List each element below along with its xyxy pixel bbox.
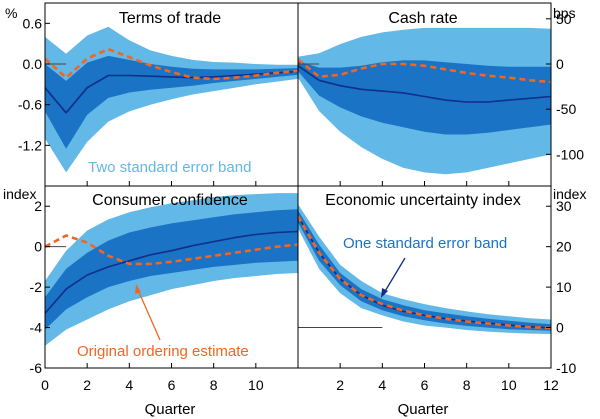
- xtick-label-left-3: 6: [168, 377, 176, 393]
- panel-plot-terms-of-trade: [45, 26, 298, 173]
- one-se-band-cash-rate: [298, 60, 551, 135]
- two-se-band-economic-uncertainty: [298, 204, 551, 334]
- one-se-arrow-line: [383, 257, 406, 294]
- unit-label-bottom-right: index: [553, 186, 586, 202]
- ytick-label-economic-uncertainty-1: 20: [556, 239, 572, 255]
- ytick-label-consumer-confidence-4: -6: [30, 360, 43, 376]
- x-axis-title-right: Quarter: [398, 401, 449, 418]
- annotation-one-standard-error-band: One standard error band: [343, 235, 507, 252]
- original-estimate-line-economic-uncertainty: [298, 215, 551, 330]
- original-estimate-line-cash-rate: [298, 58, 551, 84]
- ytick-label-economic-uncertainty-3: 0: [556, 320, 564, 336]
- original-estimate-arrowhead: [135, 284, 141, 294]
- xtick-label-right-0: 2: [336, 377, 344, 393]
- panel-plot-economic-uncertainty: [298, 204, 551, 334]
- xtick-label-left-0: 0: [41, 377, 49, 393]
- ytick-label-cash-rate-2: -50: [556, 101, 576, 117]
- ytick-label-economic-uncertainty-2: 10: [556, 279, 572, 295]
- panel-title-consumer-confidence: Consumer confidence: [92, 192, 248, 209]
- ytick-label-consumer-confidence-2: -2: [30, 279, 43, 295]
- xtick-label-left-1: 2: [83, 377, 91, 393]
- ytick-label-terms-of-trade-3: -1.2: [18, 137, 42, 153]
- x-axis-title-left: Quarter: [145, 401, 196, 418]
- ytick-label-cash-rate-0: 50: [556, 11, 572, 27]
- ytick-label-consumer-confidence-0: 2: [34, 198, 42, 214]
- unit-label-top-right: bps: [553, 5, 576, 21]
- xtick-label-left-4: 8: [210, 377, 218, 393]
- unit-label-top-left: %: [5, 5, 17, 21]
- annotation-two-standard-error-band: Two standard error band: [88, 159, 251, 176]
- ticks-layer: 0.60.0-0.6-1.2500-50-10020-2-4-63020100-…: [18, 11, 584, 393]
- annotation-original-ordering-estimate: Original ordering estimate: [77, 343, 249, 360]
- xtick-label-right-3: 8: [463, 377, 471, 393]
- panel-title-economic-uncertainty: Economic uncertainty index: [325, 192, 521, 209]
- panel-title-cash-rate: Cash rate: [388, 10, 457, 27]
- panel-title-terms-of-trade: Terms of trade: [119, 10, 221, 27]
- ytick-label-economic-uncertainty-4: -10: [556, 360, 576, 376]
- xtick-label-left-5: 10: [248, 377, 264, 393]
- one-se-band-consumer-confidence: [45, 209, 298, 330]
- one-se-arrowhead: [381, 288, 388, 298]
- panel-plot-consumer-confidence: [45, 193, 298, 346]
- ytick-label-cash-rate-3: -100: [556, 146, 584, 162]
- xtick-label-right-2: 6: [421, 377, 429, 393]
- xtick-label-left-2: 4: [125, 377, 133, 393]
- median-line-cash-rate: [298, 65, 551, 103]
- original-estimate-line-consumer-confidence: [45, 234, 298, 266]
- original-estimate-line-terms-of-trade: [45, 47, 298, 81]
- panels-layer: [45, 26, 551, 346]
- ytick-label-cash-rate-1: 0: [556, 56, 564, 72]
- ytick-label-terms-of-trade-1: 0.0: [23, 56, 43, 72]
- ytick-label-terms-of-trade-2: -0.6: [18, 97, 42, 113]
- ytick-label-economic-uncertainty-0: 30: [556, 198, 572, 214]
- one-se-band-terms-of-trade: [45, 55, 298, 149]
- xtick-label-right-5: 12: [543, 377, 559, 393]
- median-line-consumer-confidence: [45, 230, 298, 314]
- xtick-label-right-4: 10: [501, 377, 517, 393]
- ytick-label-consumer-confidence-3: -4: [30, 320, 43, 336]
- labels-layer: Terms of trade Cash rate Consumer confid…: [3, 5, 586, 418]
- ytick-label-terms-of-trade-0: 0.6: [23, 15, 43, 31]
- xtick-label-right-1: 4: [378, 377, 386, 393]
- one-se-band-economic-uncertainty: [298, 210, 551, 331]
- ytick-label-consumer-confidence-1: 0: [34, 239, 42, 255]
- unit-label-bottom-left: index: [3, 186, 36, 202]
- panel-plot-cash-rate: [298, 27, 551, 175]
- original-estimate-arrow-line: [137, 289, 161, 341]
